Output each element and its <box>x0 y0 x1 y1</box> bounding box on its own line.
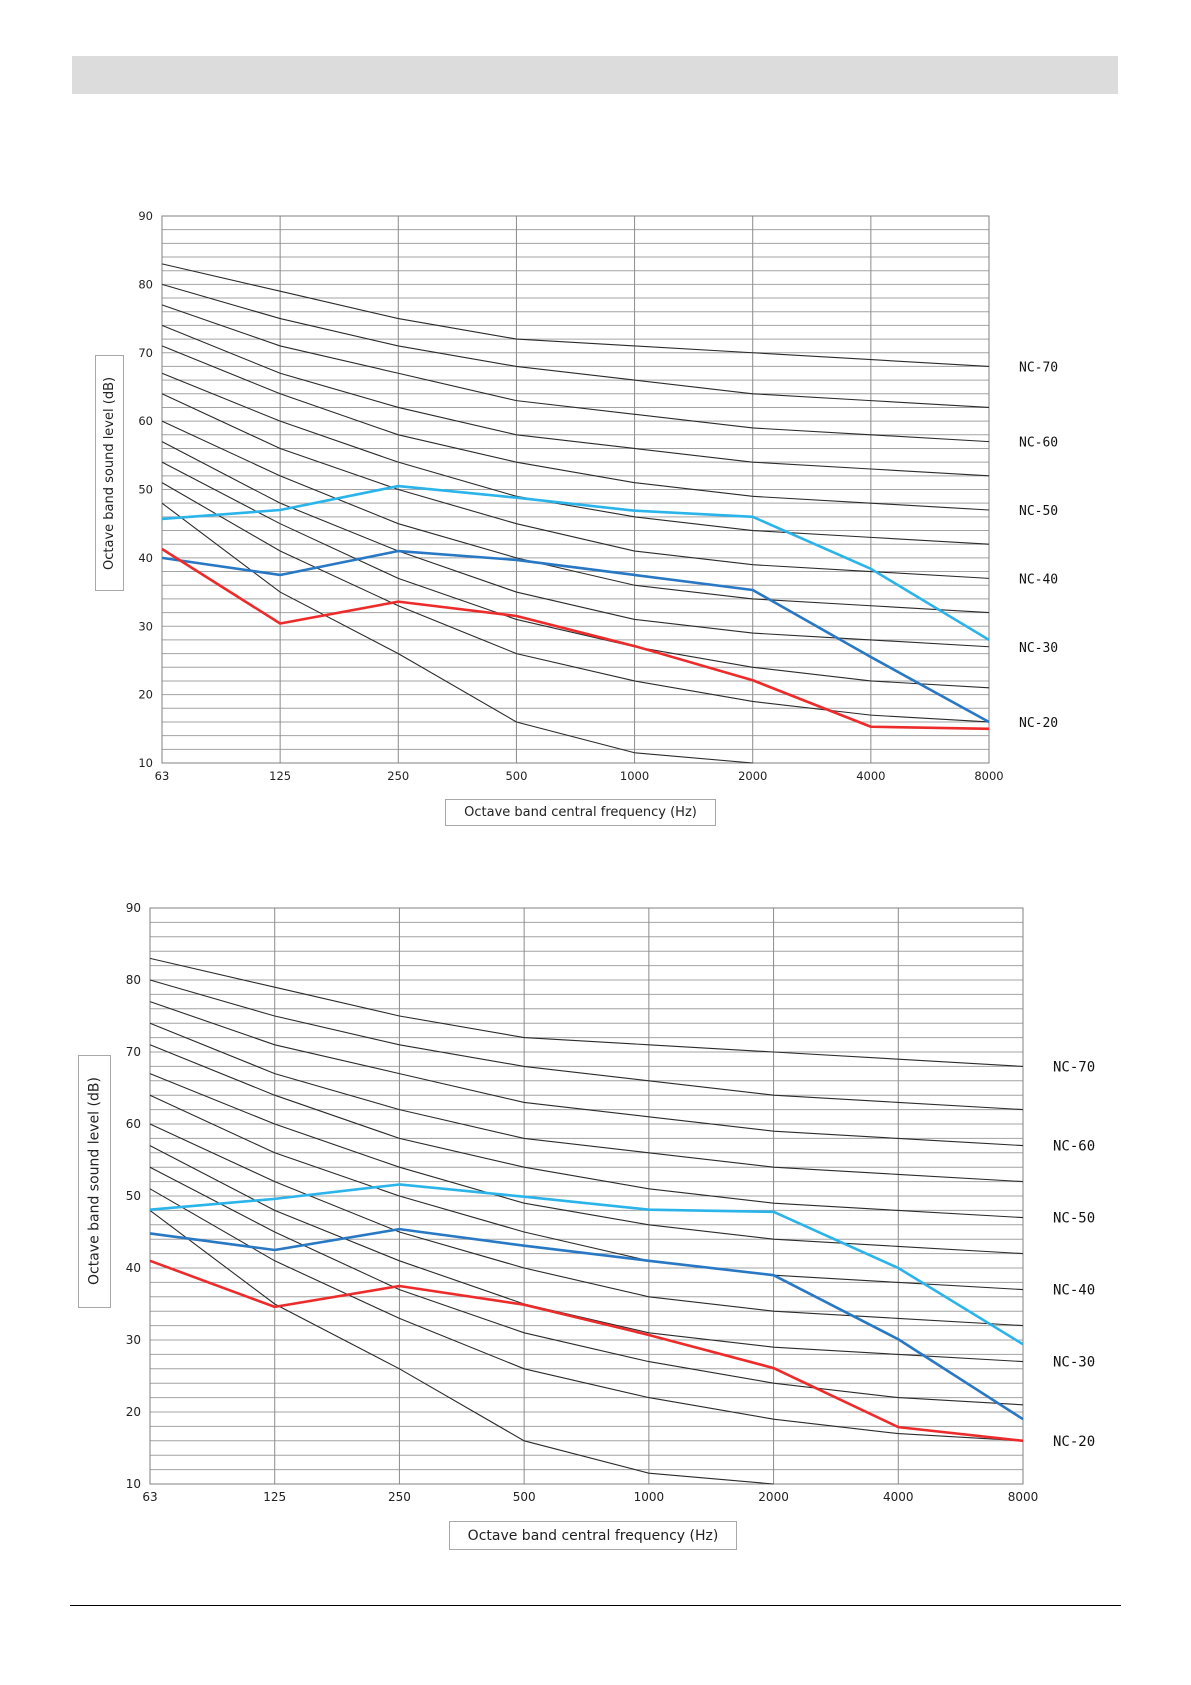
nc-curve <box>149 1123 1024 1327</box>
y-tick-label: 20 <box>126 1405 141 1419</box>
y-tick-label: 60 <box>126 1117 141 1131</box>
nc-label: NC-20 <box>1019 716 1058 731</box>
nc-curve <box>149 1145 1024 1363</box>
nc-curve <box>161 482 990 723</box>
x-tick-label: 63 <box>155 769 170 783</box>
series-line <box>149 1227 1024 1421</box>
nc-curve <box>161 345 990 511</box>
nc-label: NC-40 <box>1053 1283 1095 1299</box>
nc-label: NC-70 <box>1053 1059 1095 1075</box>
x-tick-label: 4000 <box>856 769 885 783</box>
footer-rule <box>70 1605 1121 1606</box>
chart-plot-2: NC-70 NC-60 NC-50 NC-40 NC-30 NC-20 10 20 30 40 50… <box>126 901 1095 1504</box>
x-tick-label: 1000 <box>634 1490 665 1504</box>
x-tick-label: 8000 <box>974 769 1003 783</box>
y-tick-label: 90 <box>138 209 153 223</box>
x-tick-label: 4000 <box>883 1490 914 1504</box>
x-tick-label: 250 <box>388 1490 411 1504</box>
nc-curve <box>149 1022 1024 1183</box>
y-tick-label: 30 <box>138 619 153 633</box>
nc-curve <box>161 324 990 477</box>
nc-curve <box>161 304 990 443</box>
x-tick-label: 250 <box>387 769 409 783</box>
series-line <box>161 547 990 731</box>
x-tick-label: 63 <box>142 1490 157 1504</box>
x-tick-label: 2000 <box>758 1490 789 1504</box>
y-tick-label: 70 <box>138 346 153 360</box>
nc-label: NC-20 <box>1053 1434 1095 1450</box>
nc-label: NC-70 <box>1019 360 1058 375</box>
nc-curve <box>149 1166 1024 1406</box>
nc-curve <box>161 420 990 614</box>
x-tick-label: 8000 <box>1008 1490 1039 1504</box>
series-line <box>149 1183 1024 1346</box>
y-tick-label: 80 <box>138 277 153 291</box>
nc-curve <box>149 1001 1024 1147</box>
nc-chart-2: NC-70 NC-60 NC-50 NC-40 NC-30 NC-20 10 20 30 40 50… <box>0 870 1191 1560</box>
nc-curve <box>161 283 990 408</box>
x-tick-label: 125 <box>263 1490 286 1504</box>
nc-label: NC-40 <box>1019 572 1058 587</box>
chart-plot-1: NC-70 NC-60 NC-50 NC-40 NC-30 NC-20 10 20 30 40 50… <box>138 209 1058 783</box>
nc-curve <box>161 441 990 648</box>
nc-curve <box>149 1044 1024 1219</box>
y-tick-label: 70 <box>126 1045 141 1059</box>
nc-curve <box>161 372 990 545</box>
x-tick-label: 500 <box>513 1490 536 1504</box>
y-tick-label: 40 <box>138 551 153 565</box>
y-axis-label: Octave band sound level (dB) <box>78 1055 111 1308</box>
y-tick-label: 50 <box>138 483 153 497</box>
y-tick-label: 80 <box>126 973 141 987</box>
y-tick-label: 60 <box>138 414 153 428</box>
nc-curve <box>149 957 1024 1067</box>
plot-border <box>149 907 1024 1485</box>
y-tick-label: 90 <box>126 901 141 915</box>
nc-curve <box>161 393 990 579</box>
x-tick-label: 1000 <box>620 769 649 783</box>
nc-curve <box>149 1073 1024 1255</box>
series-line <box>149 1259 1024 1443</box>
nc-label: NC-50 <box>1053 1211 1095 1227</box>
x-tick-label: 2000 <box>738 769 767 783</box>
y-tick-label: 40 <box>126 1261 141 1275</box>
nc-curve <box>149 979 1024 1111</box>
series-line <box>161 484 990 642</box>
nc-curve <box>161 461 990 689</box>
plot-border <box>161 215 990 764</box>
nc-label: NC-50 <box>1019 504 1058 519</box>
y-tick-label: 10 <box>138 756 153 770</box>
nc-chart-1: NC-70 NC-60 NC-50 NC-40 NC-30 NC-20 10 20 30 40 50… <box>0 180 1191 840</box>
series-line <box>161 549 990 724</box>
x-axis-label: Octave band central frequency (Hz) <box>445 799 716 826</box>
nc-curve <box>149 1188 1024 1442</box>
nc-curve <box>161 263 990 367</box>
nc-curve <box>149 1209 774 1485</box>
nc-label: NC-30 <box>1053 1355 1095 1371</box>
nc-curve <box>149 1094 1024 1291</box>
nc-label: NC-60 <box>1019 436 1058 451</box>
nc-label: NC-60 <box>1053 1139 1095 1155</box>
nc-curve <box>161 502 753 764</box>
x-tick-label: 125 <box>269 769 291 783</box>
y-tick-label: 10 <box>126 1477 141 1491</box>
y-tick-label: 50 <box>126 1189 141 1203</box>
x-axis-label: Octave band central frequency (Hz) <box>449 1521 737 1550</box>
nc-label: NC-30 <box>1019 641 1058 656</box>
header-bar <box>72 56 1118 94</box>
y-tick-label: 30 <box>126 1333 141 1347</box>
y-axis-label: Octave band sound level (dB) <box>95 355 124 591</box>
y-tick-label: 20 <box>138 688 153 702</box>
x-tick-label: 500 <box>505 769 527 783</box>
